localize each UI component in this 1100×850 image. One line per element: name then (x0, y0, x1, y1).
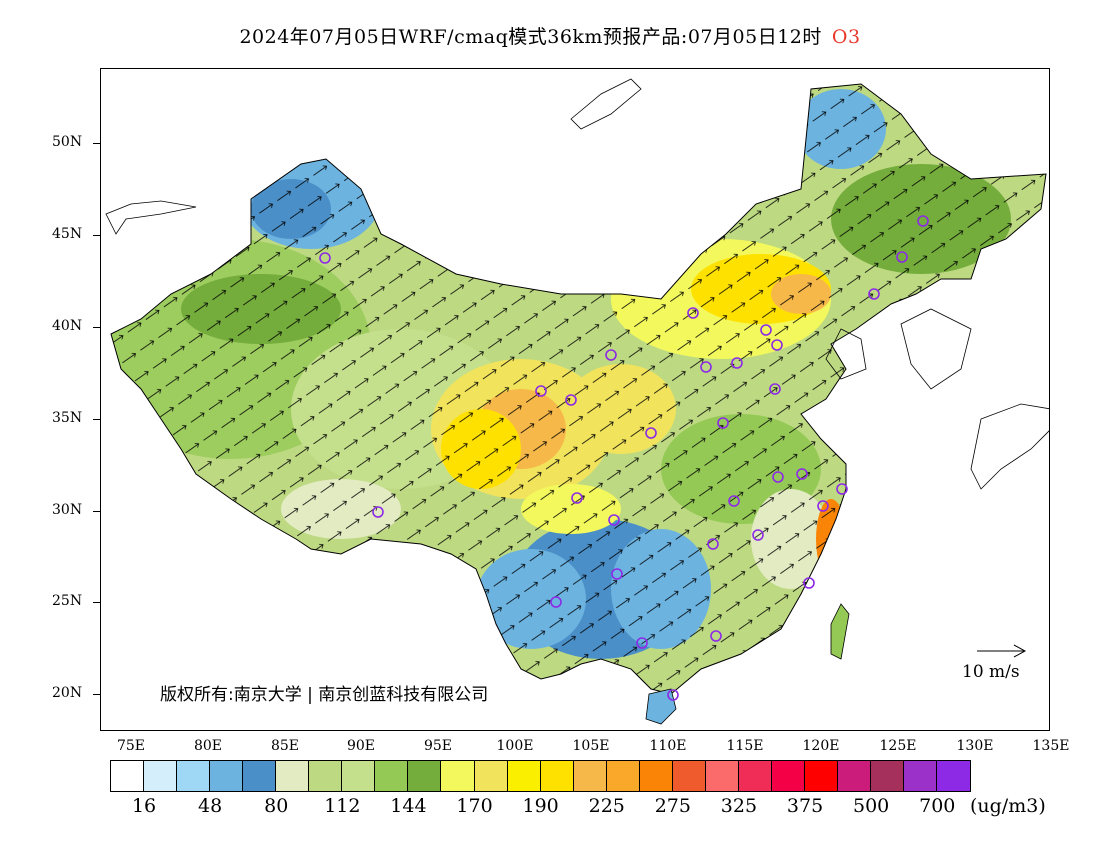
legend-swatch (573, 761, 607, 791)
legend-swatch (276, 761, 310, 791)
lon-label-125e: 125E (879, 738, 917, 754)
japan-outline (970, 403, 1049, 490)
map-title: 2024年07月05日WRF/cmaq模式36km预报产品:07月05日12时 O… (0, 22, 1100, 49)
copyright-text: 版权所有:南京大学 | 南京创蓝科技有限公司 (160, 685, 489, 705)
legend-swatch (375, 761, 409, 791)
legend-label: 190 (522, 795, 559, 817)
taiwan-island (830, 603, 850, 660)
legend-swatch (937, 761, 971, 791)
legend-swatch (904, 761, 938, 791)
bohai-sea-outline (825, 328, 867, 380)
lat-tick (93, 511, 100, 512)
legend-swatch (177, 761, 211, 791)
legend-swatch (342, 761, 376, 791)
legend-swatch (441, 761, 475, 791)
lon-label-80e: 80E (193, 738, 223, 754)
legend-swatch (540, 761, 574, 791)
lon-label-135e: 135E (1032, 738, 1070, 754)
monitoring-sites (319, 215, 929, 701)
lat-label-25n: 25N (52, 593, 83, 609)
legend-swatch (243, 761, 277, 791)
lat-tick (93, 602, 100, 603)
legend-swatch (705, 761, 739, 791)
lat-label-30n: 30N (52, 502, 83, 518)
legend-swatch (771, 761, 805, 791)
legend-swatch (144, 761, 178, 791)
legend-label: 700 (919, 795, 956, 817)
china-border (110, 83, 1047, 695)
lon-label-115e: 115E (726, 738, 764, 754)
lon-label-120e: 120E (802, 738, 840, 754)
lon-label-110e: 110E (649, 738, 687, 754)
hainan-island (645, 688, 677, 725)
species-label: O3 (831, 26, 861, 48)
wind-reference-vector (977, 644, 1027, 658)
legend-label: 500 (853, 795, 890, 817)
legend-swatch (871, 761, 905, 791)
lat-label-35n: 35N (52, 410, 83, 426)
lat-tick (93, 143, 100, 144)
lat-tick (93, 327, 100, 328)
lake-balkhash-outline (105, 200, 197, 235)
legend-unit: (ug/m3) (970, 795, 1046, 817)
legend-swatch (672, 761, 706, 791)
legend-swatch (210, 761, 244, 791)
legend-label: 170 (456, 795, 493, 817)
lat-label-50n: 50N (52, 134, 83, 150)
wind-reference-label: 10 m/s (962, 662, 1020, 682)
lon-label-75e: 75E (116, 738, 146, 754)
lat-label-20n: 20N (52, 685, 83, 701)
korea-outline (900, 308, 972, 390)
lon-label-90e: 90E (346, 738, 376, 754)
legend-label: 112 (324, 795, 361, 817)
lon-label-100e: 100E (496, 738, 534, 754)
legend-swatch (111, 761, 145, 791)
lat-tick (93, 419, 100, 420)
lon-label-130e: 130E (956, 738, 994, 754)
lon-label-105e: 105E (572, 738, 610, 754)
legend-label: 275 (654, 795, 691, 817)
legend-label: 80 (264, 795, 289, 817)
title-text: 2024年07月05日WRF/cmaq模式36km预报产品:07月05日12时 (239, 26, 822, 48)
legend-label: 16 (131, 795, 157, 817)
color-legend (110, 760, 972, 792)
legend-swatch (838, 761, 872, 791)
legend-swatch (606, 761, 640, 791)
lat-label-45n: 45N (52, 226, 83, 242)
lat-tick (93, 694, 100, 695)
lon-label-95e: 95E (423, 738, 453, 754)
lat-tick (93, 235, 100, 236)
legend-label: 325 (720, 795, 758, 817)
legend-swatch (474, 761, 508, 791)
map-frame (100, 68, 1050, 731)
lat-label-40n: 40N (52, 318, 83, 334)
legend-swatch (408, 761, 442, 791)
northern-coast-outline (570, 78, 642, 130)
legend-swatch (738, 761, 772, 791)
legend-swatch (309, 761, 343, 791)
lon-label-85e: 85E (270, 738, 300, 754)
ozone-map (105, 78, 1049, 725)
legend-label: 48 (198, 795, 223, 817)
legend-label: 225 (588, 795, 625, 817)
legend-swatch (507, 761, 541, 791)
legend-label: 375 (786, 795, 824, 817)
legend-swatch (804, 761, 839, 791)
legend-label: 144 (390, 795, 427, 817)
legend-swatch (639, 761, 673, 791)
